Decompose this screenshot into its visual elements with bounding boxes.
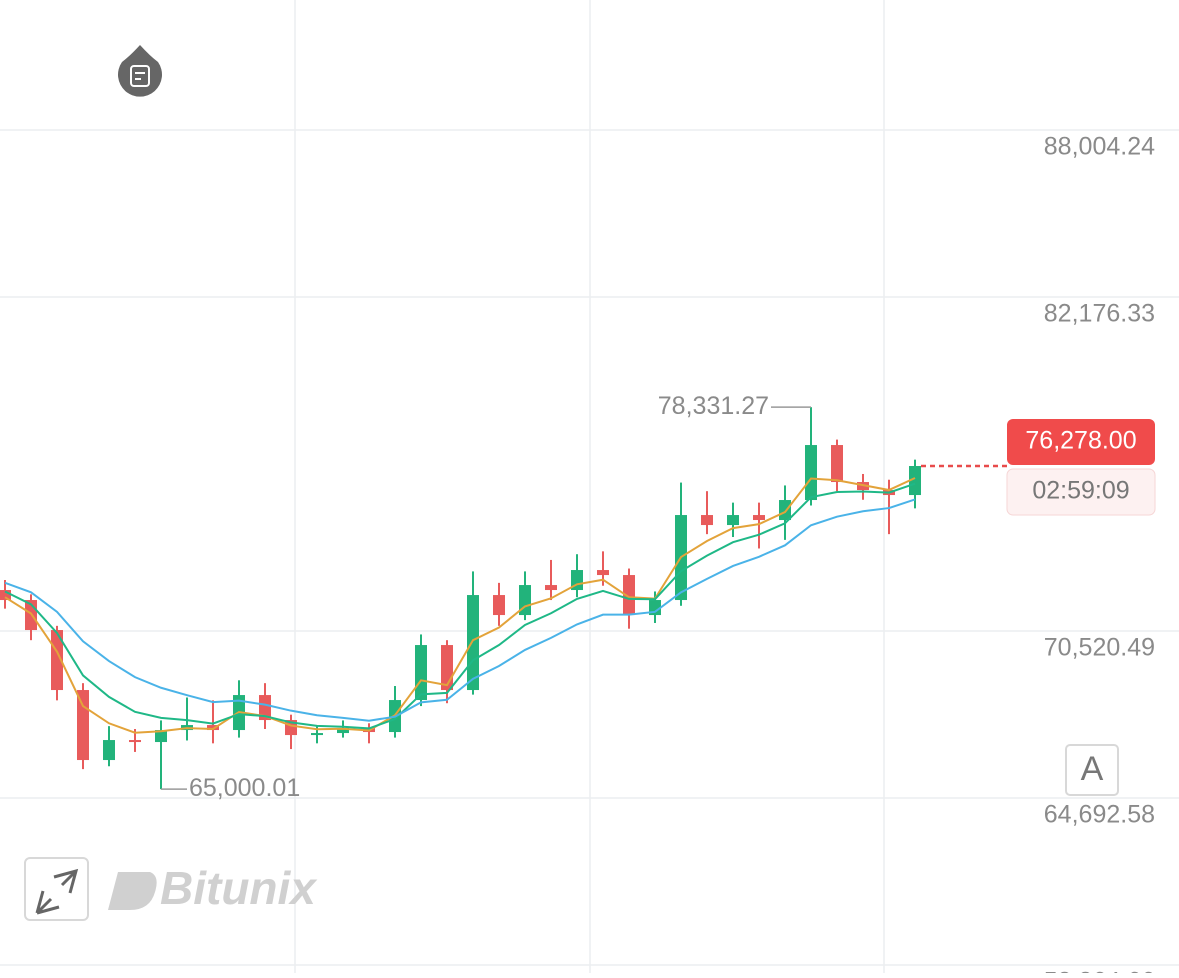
note-icon-shape[interactable] — [118, 45, 162, 97]
candle-body — [831, 445, 843, 483]
scale-button-box[interactable] — [1065, 744, 1119, 796]
watermark: Bitunix — [108, 862, 318, 914]
candle-body — [415, 645, 427, 701]
candle-body — [545, 585, 557, 591]
candle-body — [129, 740, 141, 743]
horizontal-grid — [0, 129, 1179, 966]
y-tick-label: 64,692.58 — [1044, 801, 1155, 829]
candle-body — [155, 730, 167, 743]
vertical-grid — [294, 0, 885, 973]
last-price-label: 76,278.00 — [1025, 427, 1136, 455]
candle-body — [805, 445, 817, 501]
candle-body — [597, 570, 609, 576]
y-tick-label: 88,004.24 — [1044, 133, 1155, 161]
ema-line — [4, 482, 916, 730]
y-tick-label: 82,176.33 — [1044, 300, 1155, 328]
candle-body — [337, 728, 349, 734]
candle-body — [51, 630, 63, 691]
candle-body — [493, 595, 505, 616]
note-icon[interactable] — [118, 45, 162, 97]
candles — [0, 407, 921, 790]
ema-line — [4, 498, 916, 722]
candle-body — [753, 515, 765, 521]
candle-body — [311, 733, 323, 736]
candle-body — [623, 575, 635, 616]
candle-body — [909, 466, 921, 496]
expand-icon — [35, 868, 79, 915]
expand-button[interactable] — [24, 857, 89, 921]
scale-button[interactable]: A — [1065, 744, 1119, 796]
note-icon-glyph — [130, 65, 150, 87]
watermark-text: Bitunix — [160, 862, 318, 914]
annotation-label: 78,331.27 — [658, 392, 769, 420]
ema-line — [4, 477, 916, 734]
candle-body — [779, 500, 791, 521]
y-tick-label: 58,864.66 — [1044, 968, 1155, 973]
candle-body — [727, 515, 739, 526]
candle-body — [207, 725, 219, 731]
scale-button-label[interactable]: A — [1081, 750, 1104, 788]
countdown-box — [1006, 468, 1156, 516]
candle-body — [0, 590, 11, 601]
watermark-logo — [108, 872, 157, 910]
expand-button-box[interactable] — [24, 857, 89, 921]
candle-body — [103, 740, 115, 761]
y-tick-label: 70,520.49 — [1044, 634, 1155, 662]
candle-body — [467, 595, 479, 691]
annotation-label: 65,000.01 — [189, 774, 300, 802]
candle-body — [77, 690, 89, 761]
candle-body — [259, 695, 271, 721]
candle-body — [701, 515, 713, 526]
countdown: 02:59:09 — [1032, 477, 1129, 505]
last-price-tag — [1007, 419, 1155, 466]
